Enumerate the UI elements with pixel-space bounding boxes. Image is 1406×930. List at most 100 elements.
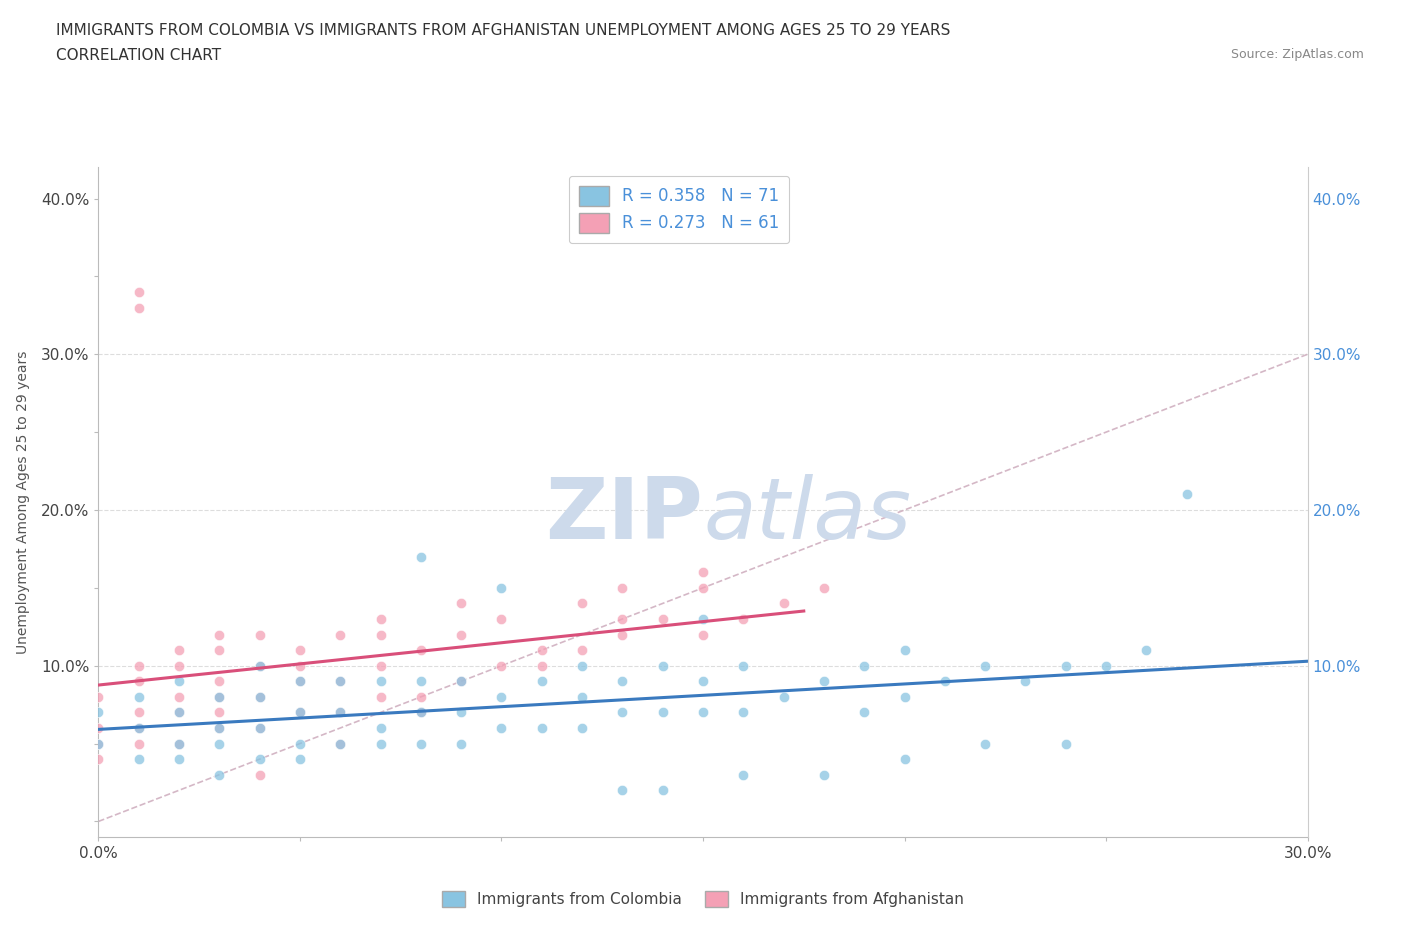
Point: [853, 705, 876, 720]
Point: [167, 689, 190, 704]
Point: [692, 674, 714, 689]
Point: [813, 580, 835, 595]
Point: [288, 705, 311, 720]
Point: [249, 721, 271, 736]
Point: [733, 658, 755, 673]
Point: [370, 658, 392, 673]
Text: ZIP: ZIP: [546, 474, 703, 557]
Point: [651, 783, 673, 798]
Point: [813, 767, 835, 782]
Point: [450, 674, 472, 689]
Point: [1175, 487, 1198, 502]
Point: [733, 705, 755, 720]
Point: [288, 674, 311, 689]
Point: [530, 674, 553, 689]
Point: [974, 658, 997, 673]
Point: [530, 643, 553, 658]
Point: [329, 674, 352, 689]
Text: Source: ZipAtlas.com: Source: ZipAtlas.com: [1230, 48, 1364, 61]
Point: [329, 627, 352, 642]
Point: [571, 643, 593, 658]
Point: [450, 596, 472, 611]
Point: [167, 705, 190, 720]
Point: [249, 689, 271, 704]
Point: [128, 658, 150, 673]
Point: [772, 689, 794, 704]
Text: atlas: atlas: [703, 474, 911, 557]
Point: [491, 658, 513, 673]
Point: [651, 612, 673, 627]
Point: [87, 705, 110, 720]
Point: [249, 751, 271, 766]
Point: [128, 721, 150, 736]
Point: [128, 705, 150, 720]
Point: [692, 580, 714, 595]
Point: [167, 751, 190, 766]
Point: [772, 596, 794, 611]
Point: [692, 705, 714, 720]
Point: [491, 689, 513, 704]
Point: [288, 751, 311, 766]
Point: [1095, 658, 1118, 673]
Point: [571, 721, 593, 736]
Point: [167, 658, 190, 673]
Point: [612, 580, 634, 595]
Point: [249, 658, 271, 673]
Point: [208, 674, 231, 689]
Point: [87, 689, 110, 704]
Point: [450, 737, 472, 751]
Point: [409, 705, 432, 720]
Legend: Immigrants from Colombia, Immigrants from Afghanistan: Immigrants from Colombia, Immigrants fro…: [436, 884, 970, 913]
Point: [571, 658, 593, 673]
Point: [893, 643, 915, 658]
Point: [208, 689, 231, 704]
Point: [288, 737, 311, 751]
Point: [208, 721, 231, 736]
Point: [733, 767, 755, 782]
Point: [1014, 674, 1036, 689]
Point: [612, 783, 634, 798]
Point: [612, 612, 634, 627]
Point: [87, 737, 110, 751]
Point: [450, 627, 472, 642]
Point: [893, 751, 915, 766]
Point: [450, 705, 472, 720]
Point: [167, 737, 190, 751]
Point: [249, 721, 271, 736]
Point: [974, 737, 997, 751]
Point: [249, 767, 271, 782]
Point: [329, 737, 352, 751]
Point: [87, 721, 110, 736]
Point: [733, 612, 755, 627]
Point: [409, 643, 432, 658]
Point: [651, 705, 673, 720]
Point: [370, 674, 392, 689]
Text: CORRELATION CHART: CORRELATION CHART: [56, 48, 221, 63]
Point: [329, 705, 352, 720]
Point: [370, 689, 392, 704]
Point: [329, 737, 352, 751]
Point: [692, 565, 714, 579]
Point: [128, 721, 150, 736]
Text: IMMIGRANTS FROM COLOMBIA VS IMMIGRANTS FROM AFGHANISTAN UNEMPLOYMENT AMONG AGES : IMMIGRANTS FROM COLOMBIA VS IMMIGRANTS F…: [56, 23, 950, 38]
Point: [288, 658, 311, 673]
Point: [692, 612, 714, 627]
Point: [409, 550, 432, 565]
Point: [530, 658, 553, 673]
Point: [612, 674, 634, 689]
Point: [329, 705, 352, 720]
Point: [128, 674, 150, 689]
Point: [893, 689, 915, 704]
Point: [450, 674, 472, 689]
Point: [1135, 643, 1157, 658]
Y-axis label: Unemployment Among Ages 25 to 29 years: Unemployment Among Ages 25 to 29 years: [15, 351, 30, 654]
Point: [249, 627, 271, 642]
Point: [208, 643, 231, 658]
Point: [1054, 658, 1077, 673]
Point: [167, 705, 190, 720]
Point: [167, 737, 190, 751]
Point: [370, 627, 392, 642]
Point: [409, 705, 432, 720]
Point: [208, 689, 231, 704]
Point: [491, 721, 513, 736]
